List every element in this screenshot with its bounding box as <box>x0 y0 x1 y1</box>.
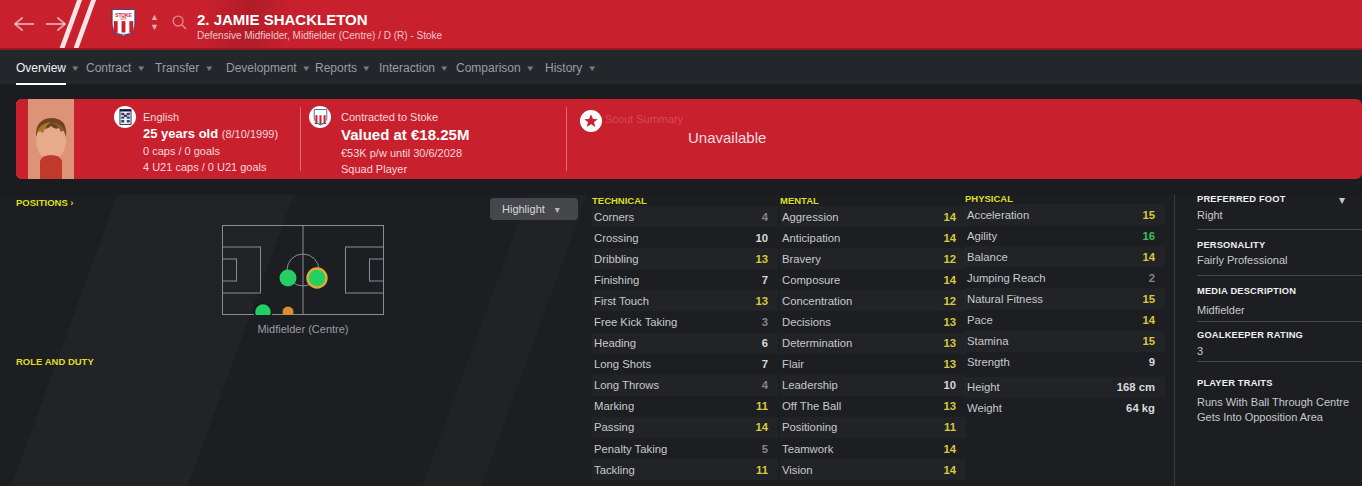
svg-text:THE POTTERS: THE POTTERS <box>117 33 131 34</box>
svg-text:STOKE: STOKE <box>115 13 132 18</box>
